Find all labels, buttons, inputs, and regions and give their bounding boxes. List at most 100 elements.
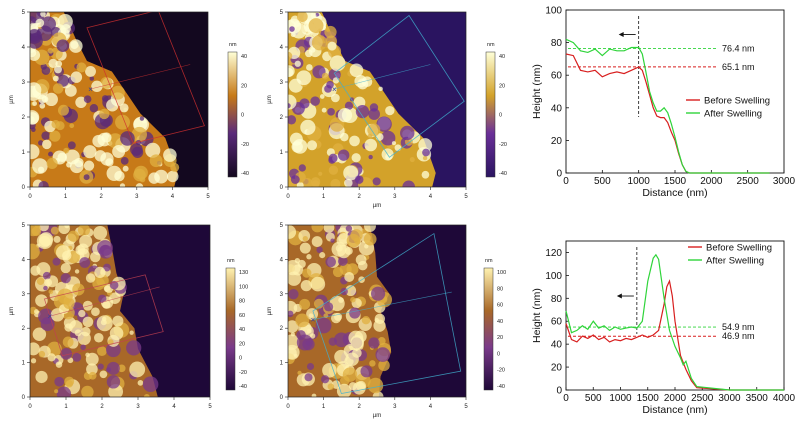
film-grain (369, 360, 376, 367)
y-tick-label: 5 (22, 223, 26, 229)
profile-line (334, 64, 431, 90)
colorbar-tick-label: 100 (239, 284, 248, 290)
film-grain (52, 257, 61, 266)
film-grain (134, 165, 148, 180)
film-grain (67, 230, 79, 242)
y-tick-label: 5 (280, 223, 284, 229)
afm-panel-1: × 0 1 2 3 4 5 0 1 2 3 4 5 µm nm 40 20 0 -20 -40 (9, 10, 249, 200)
colorbar-tick-label: 20 (241, 83, 247, 89)
film-grain (106, 98, 119, 112)
x-tick-label: 0 (563, 393, 569, 404)
film-grain (91, 307, 100, 317)
y-axis-label: µm (267, 307, 273, 315)
film-grain (300, 280, 312, 292)
film-grain (36, 277, 45, 285)
film-grain (82, 300, 93, 311)
film-grain (74, 329, 82, 337)
film-grain (327, 383, 335, 390)
x-tick-label: 5 (464, 404, 468, 410)
film-grain (143, 393, 150, 397)
film-grain (64, 84, 77, 97)
film-grain (54, 389, 59, 394)
film-grain (422, 155, 428, 161)
y-tick-label: 4 (280, 257, 284, 263)
film-grain (46, 341, 62, 357)
film-grain (112, 144, 126, 158)
y-tick-label: 3 (280, 80, 284, 86)
film-grain (324, 302, 334, 312)
film-grain (349, 63, 364, 78)
y-tick-label: 3 (22, 80, 26, 86)
film-grain (357, 260, 368, 271)
film-grain (106, 342, 121, 358)
film-grain (378, 86, 383, 92)
colorbar-tick-label: 40 (497, 319, 503, 325)
colorbar-tick-label: 60 (497, 303, 503, 309)
film-grain (385, 105, 395, 116)
film-grain (344, 271, 355, 282)
x-tick-label: 2 (358, 404, 362, 410)
colorbar (225, 267, 236, 391)
x-tick-label: 3 (135, 194, 139, 200)
colorbar-tick-label: 20 (239, 341, 245, 347)
colorbar-tick-label: 0 (239, 356, 242, 362)
film-grain (89, 104, 99, 113)
scan-region-box (312, 232, 462, 395)
y-tick-label: 20 (551, 363, 563, 374)
film-grain (94, 332, 104, 343)
film-grain (349, 135, 360, 147)
film-grain (391, 141, 396, 146)
film-grain (97, 363, 104, 370)
film-grain (299, 298, 311, 310)
film-grain (35, 18, 45, 28)
film-grain (85, 352, 99, 366)
y-axis-label: Height (nm) (531, 288, 543, 343)
x-tick-label: 3 (393, 194, 397, 200)
y-tick-label: 5 (280, 10, 284, 16)
film-grain (351, 153, 361, 163)
colorbar-tick-label: 100 (497, 270, 506, 276)
film-grain (302, 268, 312, 278)
film-grain (69, 123, 75, 129)
film-grain (52, 83, 64, 94)
colorbar (227, 51, 238, 178)
film-grain (308, 18, 324, 34)
film-grain (367, 133, 373, 139)
x-tick-label: 4 (429, 194, 433, 200)
film-grain (46, 157, 58, 170)
film-grain (32, 101, 38, 106)
film-grain (349, 307, 361, 319)
film-grain (288, 225, 297, 239)
x-tick-label: 5 (464, 194, 468, 200)
film-grain (376, 116, 392, 132)
y-tick-label: 80 (551, 294, 563, 305)
colorbar-tick-label: 0 (241, 113, 244, 119)
film-grain (310, 47, 316, 53)
reference-value-label: 54.9 nm (722, 322, 755, 332)
y-tick-label: 0 (22, 395, 26, 401)
legend-label: After Swelling (704, 109, 762, 120)
x-tick-label: 0 (563, 176, 569, 187)
film-grain (363, 225, 376, 232)
film-grain (62, 250, 72, 261)
film-grain (363, 232, 377, 246)
x-tick-label: 4 (171, 194, 175, 200)
y-tick-label: 40 (551, 103, 563, 114)
y-tick-label: 40 (551, 340, 563, 351)
film-grain (350, 297, 356, 303)
film-grain (35, 294, 48, 307)
film-grain (50, 226, 59, 235)
x-tick-label: 1 (322, 194, 326, 200)
film-grain (422, 148, 430, 157)
film-texture (30, 225, 159, 397)
film-grain (30, 82, 42, 98)
film-grain (163, 148, 177, 162)
film-grain (55, 60, 63, 68)
film-grain (83, 174, 90, 181)
film-grain (57, 152, 67, 162)
film-grain (368, 337, 380, 349)
film-grain (51, 119, 60, 129)
film-grain (309, 333, 316, 339)
film-grain (288, 103, 291, 109)
